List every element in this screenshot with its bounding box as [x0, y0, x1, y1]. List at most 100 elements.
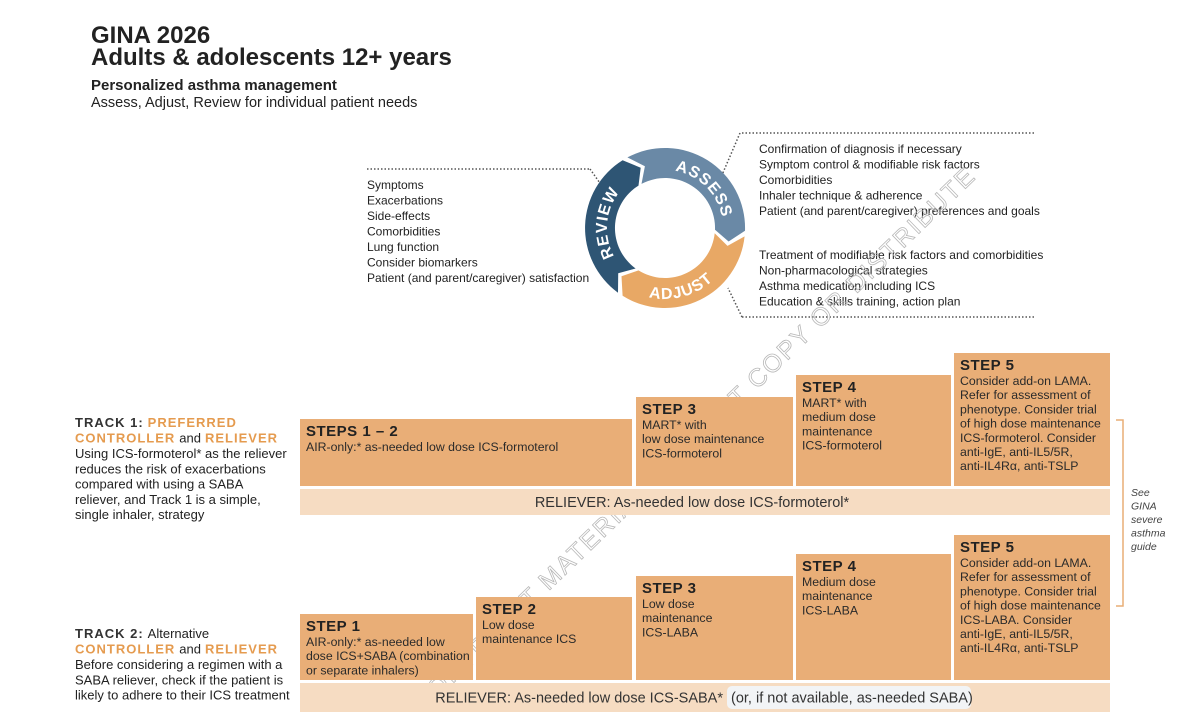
step-text: dose ICS+SABA (combination: [306, 649, 470, 663]
step-text: Refer for assessment of: [960, 570, 1091, 584]
step-box: [636, 397, 793, 486]
step-text: Low dose: [482, 618, 535, 632]
track-heading-part: CONTROLLER: [75, 642, 175, 657]
step-text: Refer for assessment of: [960, 388, 1091, 402]
cycle-assess: [627, 147, 746, 242]
step-text: low dose maintenance: [642, 432, 765, 446]
reliever-bar: [300, 489, 1110, 515]
side-note: guide: [1131, 541, 1157, 553]
track-description: Using ICS-formoterol* as the reliever: [75, 446, 287, 461]
step-text: MART* with: [802, 396, 867, 410]
cycle-review: [585, 160, 641, 293]
step-text: or separate inhalers): [306, 663, 419, 677]
step-text: maintenance: [802, 589, 873, 603]
track-description: SABA reliever, check if the patient is: [75, 672, 284, 687]
list-item: Confirmation of diagnosis if necessary: [759, 142, 962, 156]
step-text: anti-IgE, anti-IL5/5R,: [960, 445, 1073, 459]
step-text: AIR-only:* as-needed low dose ICS-formot…: [306, 440, 558, 454]
dotted-line: [727, 287, 743, 318]
description: Assess, Adjust, Review for individual pa…: [91, 95, 417, 111]
step-text: Medium dose: [802, 575, 876, 589]
step-title: STEPS 1 – 2: [306, 423, 398, 440]
title: GINA 2026: [91, 22, 210, 49]
step-text: AIR-only:* as-needed low: [306, 635, 445, 649]
side-note: severe: [1131, 514, 1163, 526]
step-box: [796, 554, 951, 680]
side-note: asthma: [1131, 528, 1166, 540]
list-item: Education & skills training, action plan: [759, 295, 960, 309]
step-text: anti-IL4Rα, anti-TSLP: [960, 459, 1079, 473]
step-text: ICS-formoterol: [642, 446, 722, 460]
step-text: Consider add-on LAMA.: [960, 556, 1091, 570]
track-heading: TRACK 2: Alternative: [75, 626, 209, 641]
step-text: anti-IgE, anti-IL5/5R,: [960, 627, 1073, 641]
bracket: [1116, 419, 1124, 607]
step-text: phenotype. Consider trial: [960, 584, 1097, 598]
list-item: Patient (and parent/caregiver) preferenc…: [759, 204, 1040, 218]
step-title: STEP 4: [802, 379, 857, 396]
step-text: ICS-LABA. Consider: [960, 613, 1072, 627]
reliever-text: RELIEVER: As-needed low dose ICS-SABA*: [435, 691, 723, 707]
step-title: STEP 2: [482, 601, 536, 618]
dotted-line: [721, 132, 741, 176]
track-heading: CONTROLLER and RELIEVER: [75, 642, 278, 657]
step-box: [476, 597, 632, 680]
step-box: [954, 353, 1110, 486]
heading: Personalized asthma management: [91, 77, 337, 94]
track-heading-part: PREFERRED: [148, 415, 237, 430]
side-note: See: [1131, 487, 1150, 499]
track-description: compared with using a SABA: [75, 477, 244, 492]
step-text: maintenance: [642, 611, 713, 625]
list-item: Comorbidities: [759, 173, 832, 187]
step-text: Low dose: [642, 597, 695, 611]
step-text: of high dose maintenance: [960, 599, 1101, 613]
track-heading-part: RELIEVER: [205, 431, 278, 446]
step-box: [300, 419, 632, 486]
track-description: Before considering a regimen with a: [75, 657, 283, 672]
track-heading: TRACK 1: PREFERRED: [75, 415, 237, 430]
reliever-note: (or, if not available, as-needed SABA): [731, 691, 973, 707]
step-text: MART* with: [642, 418, 707, 432]
list-item: Symptom control & modifiable risk factor…: [759, 158, 980, 172]
track-heading-part: RELIEVER: [205, 642, 278, 657]
step-text: Consider add-on LAMA.: [960, 374, 1091, 388]
track-heading-part: and: [179, 642, 201, 657]
step-text: maintenance ICS: [482, 632, 576, 646]
track-heading-part: and: [179, 431, 201, 446]
reliever-bar: [300, 683, 1110, 712]
list-item: Lung function: [367, 240, 439, 254]
side-note: GINA: [1131, 501, 1157, 513]
step-title: STEP 3: [642, 401, 696, 418]
reliever-note-bg: [727, 686, 971, 709]
step-text: ICS-formoterol. Consider: [960, 431, 1096, 445]
list-item: Comorbidities: [367, 225, 440, 239]
step-text: maintenance: [802, 424, 873, 438]
track-description: single inhaler, strategy: [75, 507, 205, 522]
step-text: ICS-LABA: [642, 625, 699, 639]
reliever-text: RELIEVER: As-needed low dose ICS-formote…: [535, 495, 850, 511]
step-title: STEP 3: [642, 580, 696, 597]
track-description: reduces the risk of exacerbations: [75, 461, 266, 476]
step-text: ICS-LABA: [802, 603, 859, 617]
list-item: Symptoms: [367, 178, 424, 192]
cycle-adjust: [621, 233, 745, 308]
step-text: phenotype. Consider trial: [960, 402, 1097, 416]
list-item: Patient (and parent/caregiver) satisfact…: [367, 271, 589, 285]
track-heading-part: CONTROLLER: [75, 431, 175, 446]
step-title: STEP 1: [306, 618, 360, 635]
step-box: [954, 535, 1110, 680]
cycle-label: ADJUST: [648, 270, 716, 303]
step-title: STEP 5: [960, 539, 1014, 556]
track-description: likely to adhere to their ICS treatment: [75, 688, 290, 703]
list-item: Inhaler technique & adherence: [759, 189, 923, 203]
list-item: Consider biomarkers: [367, 256, 478, 270]
list-item: Asthma medication including ICS: [759, 279, 935, 293]
step-box: [796, 375, 951, 486]
cycle-label-path: ADJUST: [648, 270, 715, 303]
step-box: [300, 614, 473, 680]
track-heading-part: TRACK 1:: [75, 415, 144, 430]
step-text: ICS-formoterol: [802, 439, 882, 453]
list-item: Treatment of modifiable risk factors and…: [759, 248, 1043, 262]
